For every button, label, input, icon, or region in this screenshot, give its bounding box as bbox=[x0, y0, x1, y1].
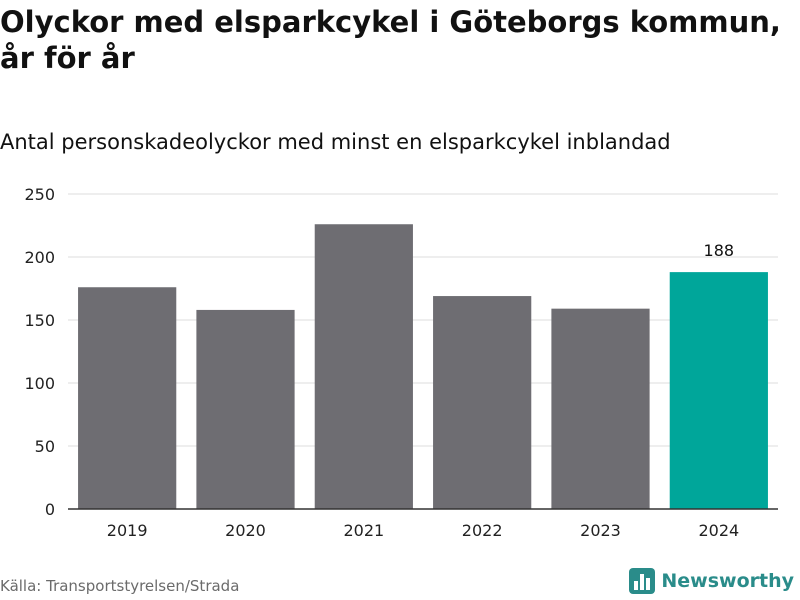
bar-chart: 0 50 100 150 200 250 2019 2020 2021 2022 2023 2024 1… bbox=[24, 185, 778, 540]
bar bbox=[314, 224, 413, 510]
y-tick-label: 150 bbox=[24, 311, 55, 330]
x-tick-label: 2022 bbox=[462, 521, 503, 540]
y-tick-label: 100 bbox=[24, 374, 55, 393]
y-tick-label: 200 bbox=[24, 248, 55, 267]
chart-subtitle: Antal personskadeolyckor med minst en el… bbox=[0, 130, 671, 154]
bar bbox=[196, 309, 295, 509]
x-tick-label: 2019 bbox=[107, 521, 148, 540]
bar bbox=[78, 287, 177, 509]
y-tick-label: 0 bbox=[45, 500, 55, 519]
data-label: 188 bbox=[704, 241, 735, 260]
bar bbox=[551, 308, 650, 509]
bar bbox=[433, 296, 532, 509]
bar-chart-logo-icon bbox=[629, 568, 656, 594]
y-tick-label: 250 bbox=[24, 185, 55, 204]
x-tick-label: 2020 bbox=[225, 521, 266, 540]
chart-title: Olyckor med elsparkcykel i Göteborgs kom… bbox=[0, 5, 781, 75]
x-tick-label: 2024 bbox=[698, 521, 739, 540]
brand-logo[interactable]: Newsworthy bbox=[629, 568, 794, 594]
bar bbox=[669, 272, 768, 509]
source-note: Källa: Transportstyrelsen/Strada bbox=[0, 577, 240, 595]
x-tick-label: 2021 bbox=[343, 521, 384, 540]
brand-name: Newsworthy bbox=[661, 570, 794, 592]
y-tick-label: 50 bbox=[35, 437, 55, 456]
x-tick-label: 2023 bbox=[580, 521, 621, 540]
